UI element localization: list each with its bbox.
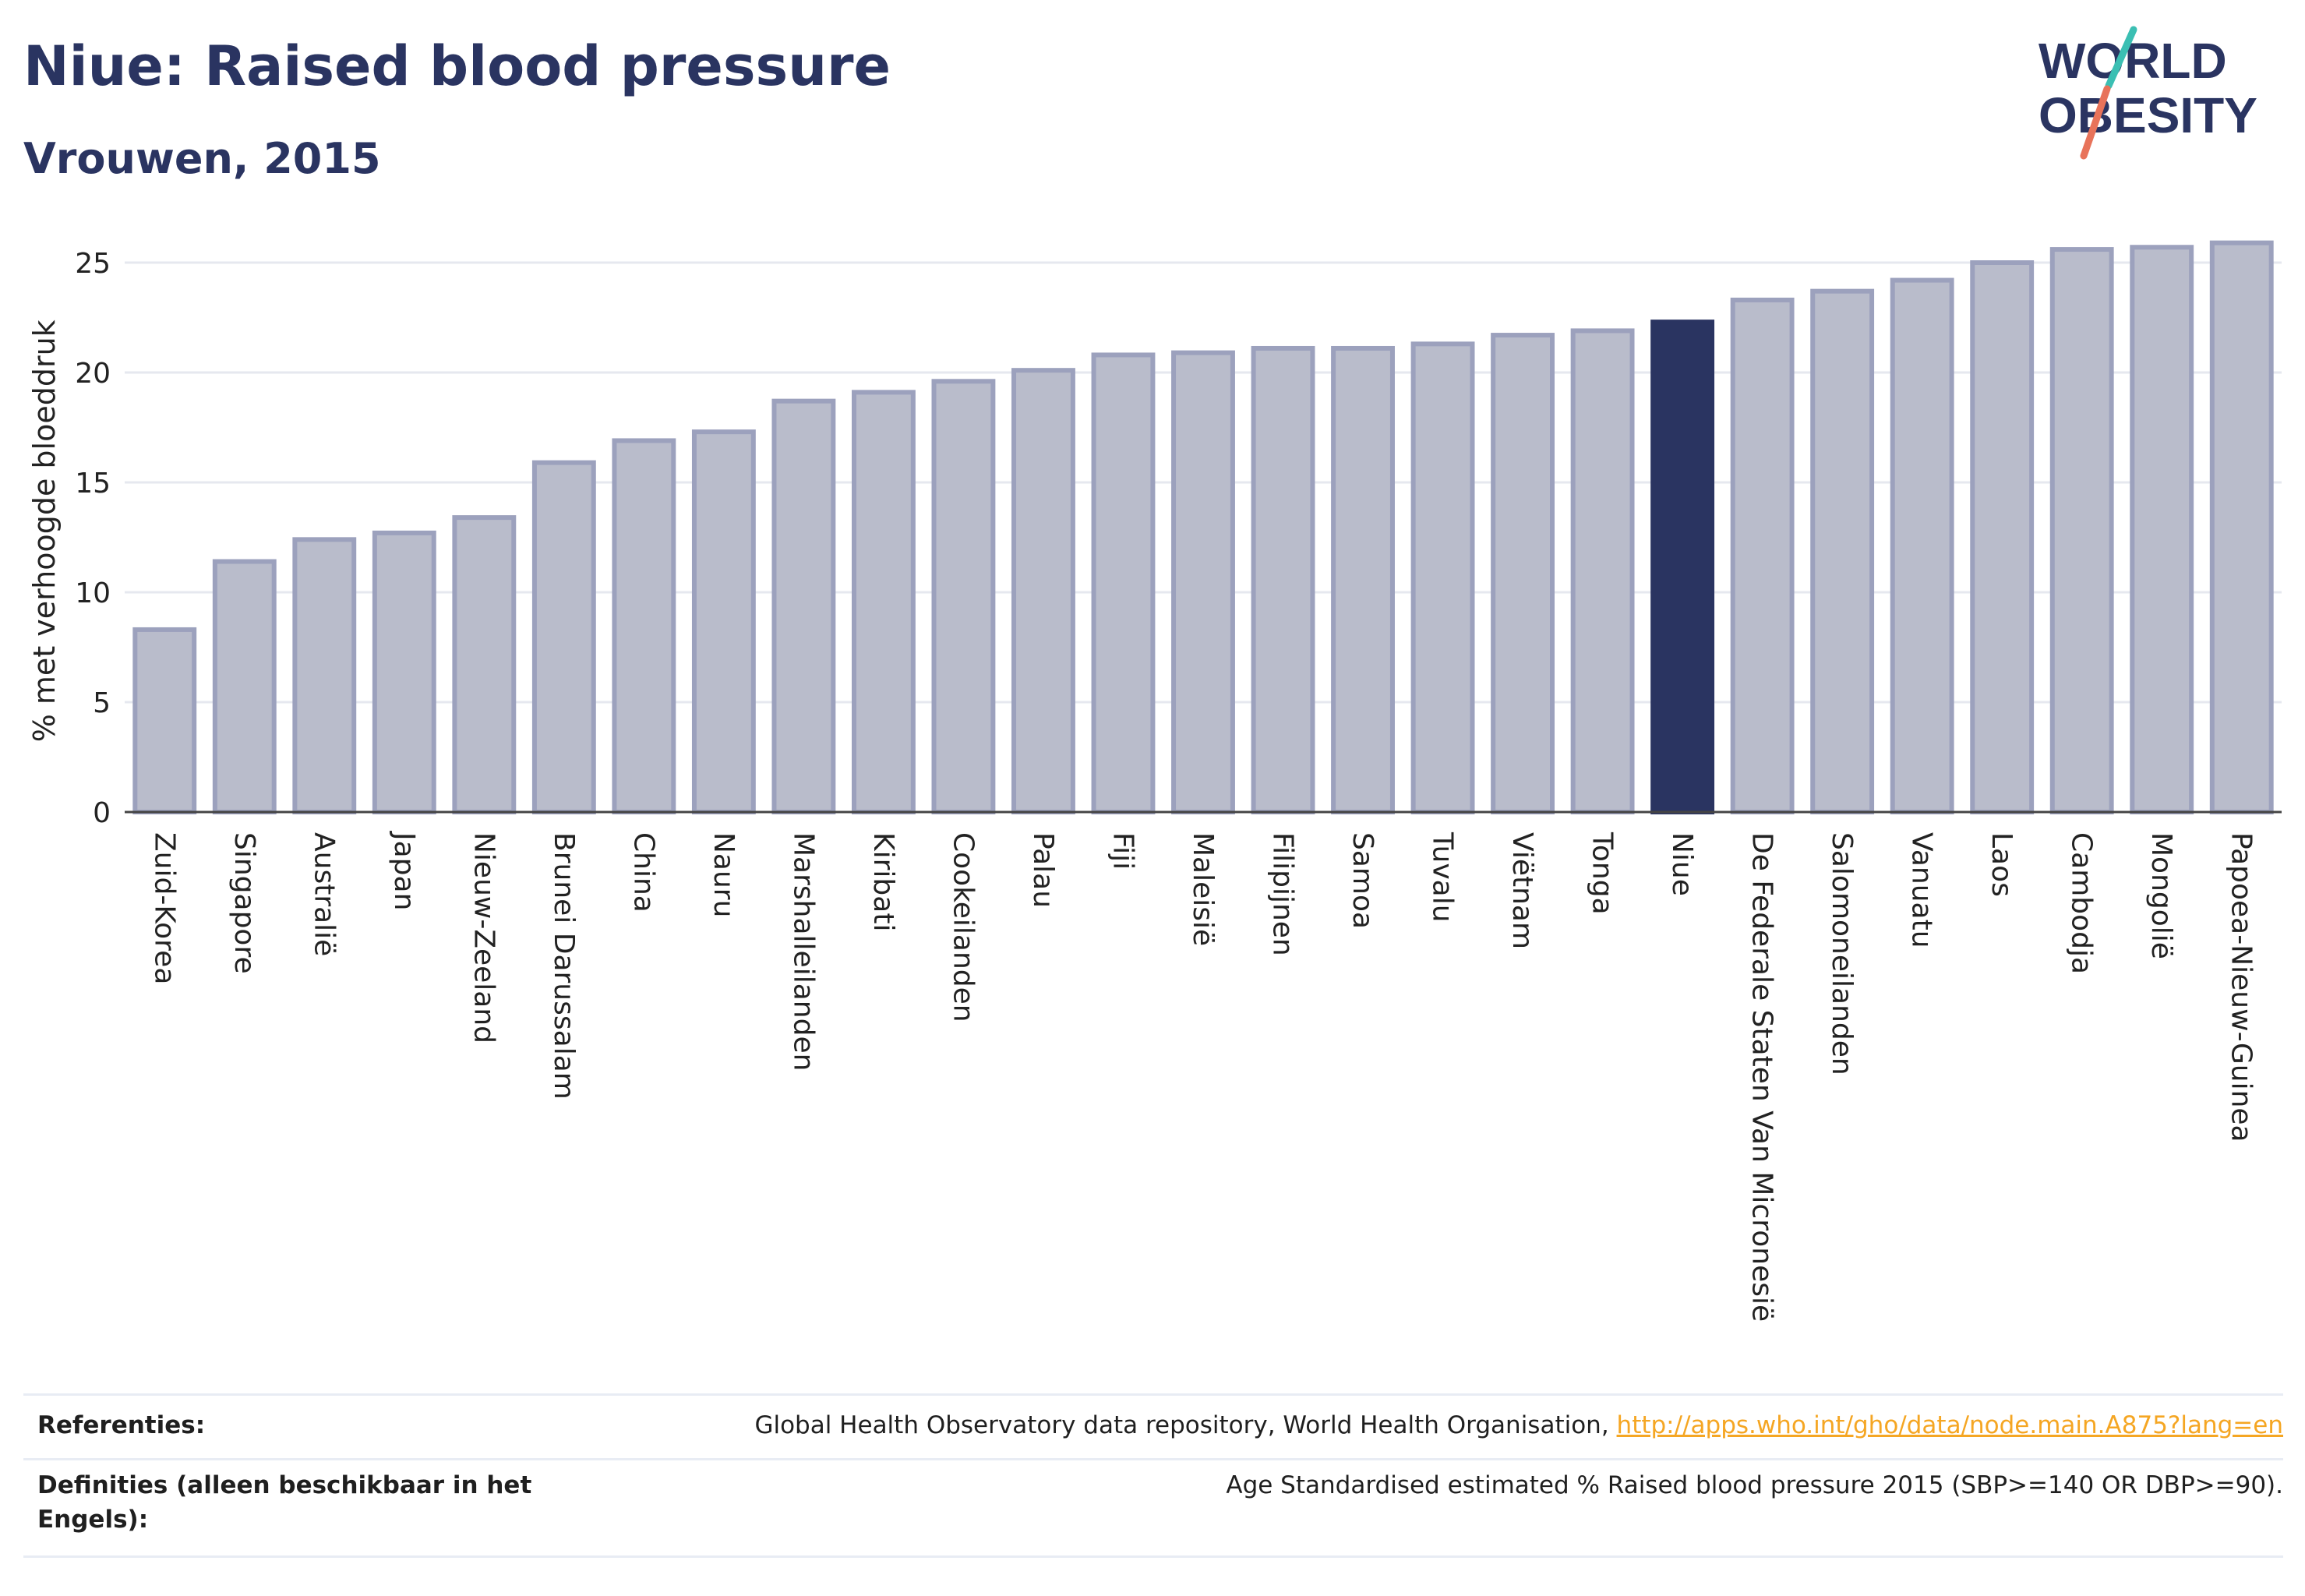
x-tick-label: Samoa	[1347, 832, 1378, 929]
x-tick-label: China	[627, 832, 659, 913]
definitions-row: Definities (alleen beschikbaar in het En…	[23, 1458, 2283, 1558]
bar-20	[1730, 297, 1795, 814]
bar-10	[931, 379, 996, 814]
x-tick-label: Tuvalu	[1427, 832, 1459, 923]
references-value: Global Health Observatory data repositor…	[754, 1408, 2283, 1442]
page-subtitle: Vrouwen, 2015	[23, 134, 381, 183]
bar-2	[292, 537, 357, 814]
bar-1	[212, 559, 277, 815]
x-tick-label: Viëtnam	[1506, 832, 1538, 949]
bar-8	[771, 398, 836, 814]
bar-14	[1251, 345, 1315, 815]
y-tick-label: 20	[75, 358, 111, 390]
bar-18	[1570, 328, 1635, 815]
bar-9	[851, 390, 916, 814]
references-text: Global Health Observatory data repositor…	[754, 1411, 1617, 1439]
bar-15	[1331, 345, 1395, 815]
references-row: Referenties: Global Health Observatory d…	[23, 1393, 2283, 1458]
y-tick-label: 5	[93, 687, 111, 719]
bar-16	[1410, 341, 1475, 814]
definitions-value: Age Standardised estimated % Raised bloo…	[1226, 1471, 2283, 1499]
bar-4	[452, 515, 517, 814]
logo-line1: WORLD	[2038, 33, 2227, 89]
bar-11	[1011, 368, 1075, 814]
world-obesity-logo: WORLD OBESITY	[2038, 26, 2257, 160]
x-tick-label: Zuid-Korea	[148, 832, 180, 984]
references-label: Referenties:	[37, 1411, 206, 1439]
x-tick-label: Fiji	[1107, 832, 1138, 870]
bar-25	[2130, 245, 2194, 814]
references-link[interactable]: http://apps.who.int/gho/data/node.main.A…	[1616, 1411, 2283, 1439]
x-tick-label: Tonga	[1587, 832, 1618, 915]
bar-21	[1810, 288, 1875, 815]
y-tick-label: 10	[75, 577, 111, 609]
x-tick-label: Singapore	[228, 832, 260, 974]
x-tick-label: Cambodja	[2066, 832, 2098, 974]
bar-22	[1890, 277, 1954, 814]
x-tick-label: Nieuw-Zeeland	[468, 832, 499, 1043]
bar-5	[531, 460, 596, 814]
x-tick-label: Marshalleilanden	[787, 832, 819, 1071]
logo-line2: OBESITY	[2038, 87, 2257, 143]
x-tick-label: Australië	[308, 832, 340, 956]
bar-17	[1491, 333, 1555, 814]
y-tick-label: 15	[75, 468, 111, 500]
x-tick-label: Papoea-Nieuw-Guinea	[2226, 832, 2257, 1142]
bar-13	[1171, 350, 1235, 814]
x-tick-label: Japan	[388, 831, 420, 910]
x-tick-label: Mongolië	[2145, 832, 2177, 959]
bar-3	[372, 530, 436, 814]
x-tick-label: Vanuatu	[1906, 832, 1938, 948]
x-tick-label: Niue	[1666, 832, 1698, 896]
bar-chart: 0 5 10 15 20 25 % met verhoogde bloeddruk Zuid-…	[27, 240, 2282, 1322]
y-tick-label: 25	[75, 248, 111, 280]
y-tick-label: 0	[93, 797, 111, 829]
definitions-label: Definities (alleen beschikbaar in het En…	[37, 1471, 532, 1534]
x-tick-label: Kiribati	[867, 832, 899, 931]
logo-slash-bottom	[2080, 85, 2111, 160]
x-tick-label: Filipijnen	[1267, 832, 1299, 956]
bar-12	[1091, 352, 1156, 814]
x-tick-label: Maleisië	[1187, 832, 1219, 946]
logo-slash-top	[2105, 26, 2137, 90]
x-tick-label: Palau	[1027, 832, 1059, 908]
bar-24	[2049, 247, 2114, 814]
bar-26	[2209, 240, 2274, 814]
bar-19	[1650, 320, 1715, 814]
x-tick-label: Salomoneilanden	[1826, 832, 1858, 1075]
page-title: Niue: Raised blood pressure	[23, 34, 891, 98]
y-axis-title: % met verhoogde bloeddruk	[27, 320, 62, 742]
bar-0	[132, 627, 197, 814]
references-table: Referenties: Global Health Observatory d…	[23, 1393, 2283, 1558]
x-tick-label: De Federale Staten Van Micronesië	[1746, 832, 1778, 1322]
bar-23	[1970, 260, 2035, 814]
x-tick-label: Nauru	[708, 832, 740, 917]
bar-7	[691, 429, 756, 814]
x-tick-label: Cookeilanden	[947, 832, 979, 1022]
x-tick-label: Laos	[1986, 832, 2017, 897]
bar-6	[612, 438, 676, 814]
x-tick-label: Brunei Darussalam	[548, 832, 580, 1100]
